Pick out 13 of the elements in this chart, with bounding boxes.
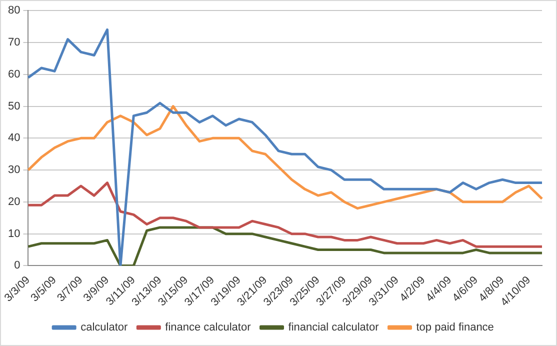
- y-tick-label: 10: [8, 228, 20, 240]
- y-tick-label: 0: [14, 260, 20, 272]
- y-tick-label: 60: [8, 68, 20, 80]
- y-tick-label: 80: [8, 4, 20, 17]
- y-tick-label: 40: [8, 132, 20, 144]
- y-tick-label: 70: [8, 36, 20, 49]
- y-tick-label: 50: [8, 100, 20, 112]
- y-tick-label: 30: [8, 164, 20, 176]
- y-tick-label: 20: [8, 196, 20, 208]
- legend-label: calculator: [80, 322, 128, 334]
- legend-label: top paid finance: [416, 322, 494, 334]
- legend-label: finance calculator: [165, 322, 252, 334]
- legend-label: financial calculator: [288, 322, 380, 334]
